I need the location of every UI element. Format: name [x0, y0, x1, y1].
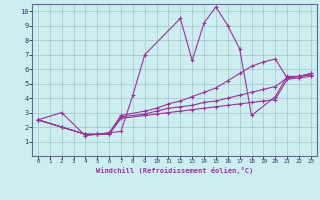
X-axis label: Windchill (Refroidissement éolien,°C): Windchill (Refroidissement éolien,°C) — [96, 167, 253, 174]
